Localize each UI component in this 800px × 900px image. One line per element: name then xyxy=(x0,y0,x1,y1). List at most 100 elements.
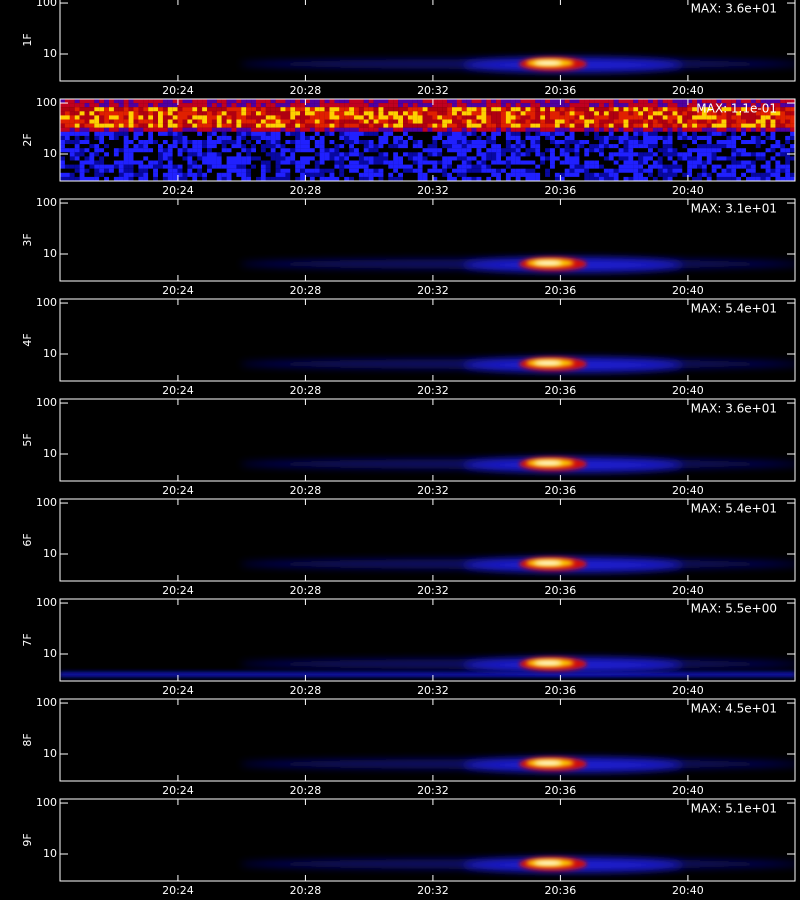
pixel xyxy=(202,115,208,120)
pixel xyxy=(368,135,374,141)
pixel xyxy=(608,135,614,141)
pixel xyxy=(153,144,159,149)
pixel xyxy=(525,176,531,181)
pixel xyxy=(383,135,389,141)
pixel xyxy=(177,144,183,149)
pixel xyxy=(496,99,502,104)
pixel xyxy=(452,131,457,136)
pixel xyxy=(211,160,217,165)
pixel xyxy=(687,164,693,169)
pixel xyxy=(64,127,70,132)
pixel xyxy=(334,164,340,169)
pixel xyxy=(540,152,546,157)
pixel xyxy=(153,164,159,169)
pixel xyxy=(407,107,413,112)
pixel xyxy=(358,103,364,108)
pixel xyxy=(251,156,257,161)
pixel xyxy=(211,172,217,177)
pixel xyxy=(491,164,497,169)
pixel xyxy=(667,115,673,120)
pixel xyxy=(505,103,511,108)
pixel xyxy=(785,115,791,120)
pixel xyxy=(584,172,590,177)
pixel xyxy=(69,172,75,177)
pixel xyxy=(280,111,286,116)
pixel xyxy=(706,103,712,108)
pixel xyxy=(589,156,595,161)
pixel xyxy=(652,140,658,145)
pixel xyxy=(540,164,546,169)
pixel xyxy=(148,123,154,128)
pixel xyxy=(706,123,712,128)
pixel xyxy=(726,127,732,132)
pixel xyxy=(554,119,560,124)
pixel xyxy=(94,115,100,120)
pixel xyxy=(133,160,139,165)
pixel xyxy=(412,168,418,173)
pixel xyxy=(393,172,399,177)
pixel xyxy=(378,107,384,112)
pixel xyxy=(143,111,149,116)
pixel xyxy=(138,176,144,181)
pixel xyxy=(290,156,296,161)
pixel xyxy=(329,123,335,128)
pixel xyxy=(530,152,536,157)
pixel xyxy=(172,119,178,124)
pixel xyxy=(550,119,555,124)
pixel xyxy=(623,168,629,173)
pixel xyxy=(197,140,203,145)
pixel xyxy=(530,123,536,128)
pixel xyxy=(785,103,791,108)
x-tick-label: 20:28 xyxy=(290,884,322,897)
pixel xyxy=(623,140,629,145)
pixel xyxy=(319,99,325,104)
pixel xyxy=(403,103,408,108)
pixel xyxy=(652,131,658,136)
pixel xyxy=(447,123,453,128)
pixel xyxy=(158,119,163,124)
pixel xyxy=(221,160,227,165)
pixel xyxy=(496,103,502,108)
pixel xyxy=(520,115,526,120)
pixel xyxy=(309,131,315,136)
pixel xyxy=(60,144,65,149)
pixel xyxy=(349,156,355,161)
pixel xyxy=(363,164,369,169)
pixel xyxy=(701,119,707,124)
pixel xyxy=(736,168,742,173)
pixel xyxy=(417,115,423,120)
pixel xyxy=(505,131,511,136)
pixel xyxy=(697,103,702,108)
pixel xyxy=(319,131,325,136)
pixel xyxy=(545,140,551,145)
pixel xyxy=(515,107,521,112)
pixel xyxy=(706,107,712,112)
pixel xyxy=(530,144,536,149)
pixel xyxy=(89,152,95,157)
pixel xyxy=(515,135,521,141)
pixel xyxy=(505,111,511,116)
pixel xyxy=(452,152,457,157)
pixel xyxy=(354,152,359,157)
pixel xyxy=(260,164,266,169)
pixel xyxy=(579,164,585,169)
pixel xyxy=(290,140,296,145)
pixel xyxy=(520,148,526,153)
pixel xyxy=(383,164,389,169)
pixel xyxy=(603,164,609,169)
pixel xyxy=(123,164,129,169)
pixel xyxy=(378,103,384,108)
pixel xyxy=(721,103,727,108)
pixel xyxy=(481,127,487,132)
pixel xyxy=(466,115,472,120)
pixel xyxy=(559,127,565,132)
pixel xyxy=(437,156,443,161)
pixel xyxy=(741,176,747,181)
pixel xyxy=(339,119,345,124)
pixel xyxy=(456,160,462,165)
pixel xyxy=(349,148,355,153)
pixel xyxy=(741,111,747,116)
pixel xyxy=(603,107,609,112)
pixel xyxy=(403,144,408,149)
pixel xyxy=(197,99,203,104)
